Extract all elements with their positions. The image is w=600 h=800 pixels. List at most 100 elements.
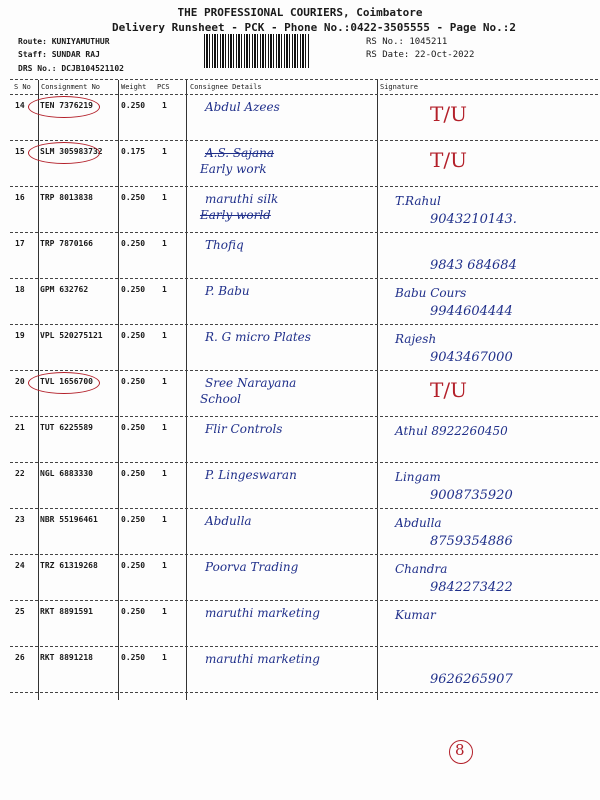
staff: Staff: SUNDAR RAJ [18, 50, 100, 59]
ink-circle [28, 142, 100, 164]
serial-number: 15 [15, 147, 25, 156]
consignee-handwriting: Thofiq [205, 238, 244, 252]
drs-number: DRS No.: DCJB104521102 [18, 64, 124, 73]
route: Route: KUNIYAMUTHUR [18, 37, 110, 46]
serial-number: 17 [15, 239, 25, 248]
consignee-handwriting: Flir Controls [205, 422, 283, 436]
table-row: 21 TUT 6225589 0.250 1 Flir Controls Athul 89… [0, 416, 600, 462]
row-divider [10, 508, 598, 509]
consignee-handwriting: P. Babu [205, 284, 250, 298]
signature-handwriting: 8759354886 [430, 534, 513, 549]
serial-number: 16 [15, 193, 25, 202]
pcs: 1 [162, 469, 167, 478]
signature-handwriting: Lingam [395, 470, 441, 484]
consignment-number: TUT 6225589 [40, 423, 93, 432]
table-row: 16 TRP 8013838 0.250 1 maruthi silk Early wor… [0, 186, 600, 232]
consignee-handwriting: maruthi marketing [205, 652, 320, 666]
table-row: 23 NBR 55196461 0.250 1 Abdulla Abdulla 875935… [0, 508, 600, 554]
signature-handwriting: 9626265907 [430, 672, 513, 687]
pcs: 1 [162, 239, 167, 248]
consignee-handwriting: School [200, 392, 241, 406]
consignment-number: GPM 632762 [40, 285, 89, 294]
pcs: 1 [162, 147, 167, 156]
signature-handwriting: T/U [430, 102, 467, 126]
row-divider [10, 600, 598, 601]
consignee-handwriting: Sree Narayana [205, 376, 297, 390]
table-row: 22 NGL 6883330 0.250 1 P. Lingeswaran Lingam 9… [0, 462, 600, 508]
consignment-number: NGL 6883330 [40, 469, 93, 478]
pcs: 1 [162, 561, 167, 570]
signature-handwriting: 9043210143. [430, 212, 517, 227]
table-row: 24 TRZ 61319268 0.250 1 Poorva Trading Chandr… [0, 554, 600, 600]
pcs: 1 [162, 285, 167, 294]
signature-handwriting: Rajesh [395, 332, 437, 346]
serial-number: 18 [15, 285, 25, 294]
row-divider [10, 646, 598, 647]
pcs: 1 [162, 377, 167, 386]
weight: 0.250 [121, 377, 146, 386]
signature-handwriting: T/U [430, 148, 467, 172]
header-consignment: Consignment No [41, 83, 101, 91]
signature-handwriting: Kumar [395, 608, 436, 622]
consignment-number: TRP 8013838 [40, 193, 93, 202]
signature-handwriting: Athul 8922260450 [395, 424, 508, 438]
serial-number: 20 [15, 377, 25, 386]
consignee-handwriting: Abdulla [205, 514, 252, 528]
weight: 0.175 [121, 147, 146, 156]
runsheet-subtitle: Delivery Runsheet - PCK - Phone No.:0422… [112, 21, 516, 34]
consignment-number: NBR 55196461 [40, 515, 98, 524]
row-divider [10, 692, 598, 693]
row-divider [10, 324, 598, 325]
consignment-number: RKT 8891591 [40, 607, 93, 616]
row-divider [10, 416, 598, 417]
consignee-handwriting: Early world [200, 208, 271, 222]
serial-number: 22 [15, 469, 25, 478]
pcs: 1 [162, 607, 167, 616]
consignee-handwriting: A.S. Sajana [205, 146, 275, 160]
signature-handwriting: 9843 684684 [430, 258, 517, 273]
weight: 0.250 [121, 423, 146, 432]
signature-handwriting: T.Rahul [395, 194, 441, 208]
row-divider [10, 462, 598, 463]
table-row: 25 RKT 8891591 0.250 1 maruthi marketing Kuma… [0, 600, 600, 646]
consignee-handwriting: Abdul Azees [205, 100, 280, 114]
row-divider [10, 370, 598, 371]
signature-handwriting: 9043467000 [430, 350, 513, 365]
weight: 0.250 [121, 285, 146, 294]
header-pcs: PCS [157, 83, 170, 91]
serial-number: 25 [15, 607, 25, 616]
table-row: 18 GPM 632762 0.250 1 P. Babu Babu Cours 99446… [0, 278, 600, 324]
row-divider [10, 186, 598, 187]
weight: 0.250 [121, 607, 146, 616]
signature-handwriting: Abdulla [395, 516, 442, 530]
page-mark: 8 [455, 741, 465, 759]
consignee-handwriting: Poorva Trading [205, 560, 299, 574]
table-row: 26 RKT 8891218 0.250 1 maruthi marketing 9626… [0, 646, 600, 692]
serial-number: 21 [15, 423, 25, 432]
weight: 0.250 [121, 101, 146, 110]
consignee-handwriting: Early work [200, 162, 267, 176]
row-divider [10, 554, 598, 555]
weight: 0.250 [121, 515, 146, 524]
weight: 0.250 [121, 193, 146, 202]
signature-handwriting: Babu Cours [395, 286, 467, 300]
consignee-handwriting: R. G micro Plates [205, 330, 311, 344]
header-weight: Weight [121, 83, 147, 91]
serial-number: 14 [15, 101, 25, 110]
consignment-number: VPL 520275121 [40, 331, 103, 340]
table-row: 19 VPL 520275121 0.250 1 R. G micro Plates Ra… [0, 324, 600, 370]
serial-number: 19 [15, 331, 25, 340]
weight: 0.250 [121, 239, 146, 248]
table-row: 15 SLM 305983732 0.175 1 A.S. Sajana Early wo… [0, 140, 600, 186]
consignment-number: RKT 8891218 [40, 653, 93, 662]
rs-number: RS No.: 1045211 [366, 37, 448, 47]
column-divider [377, 80, 378, 700]
serial-number: 26 [15, 653, 25, 662]
consignment-number: TRP 7870166 [40, 239, 93, 248]
consignee-handwriting: P. Lingeswaran [205, 468, 297, 482]
weight: 0.250 [121, 469, 146, 478]
signature-handwriting: 9944604444 [430, 304, 513, 319]
row-divider [10, 94, 598, 95]
pcs: 1 [162, 423, 167, 432]
signature-handwriting: 9008735920 [430, 488, 513, 503]
